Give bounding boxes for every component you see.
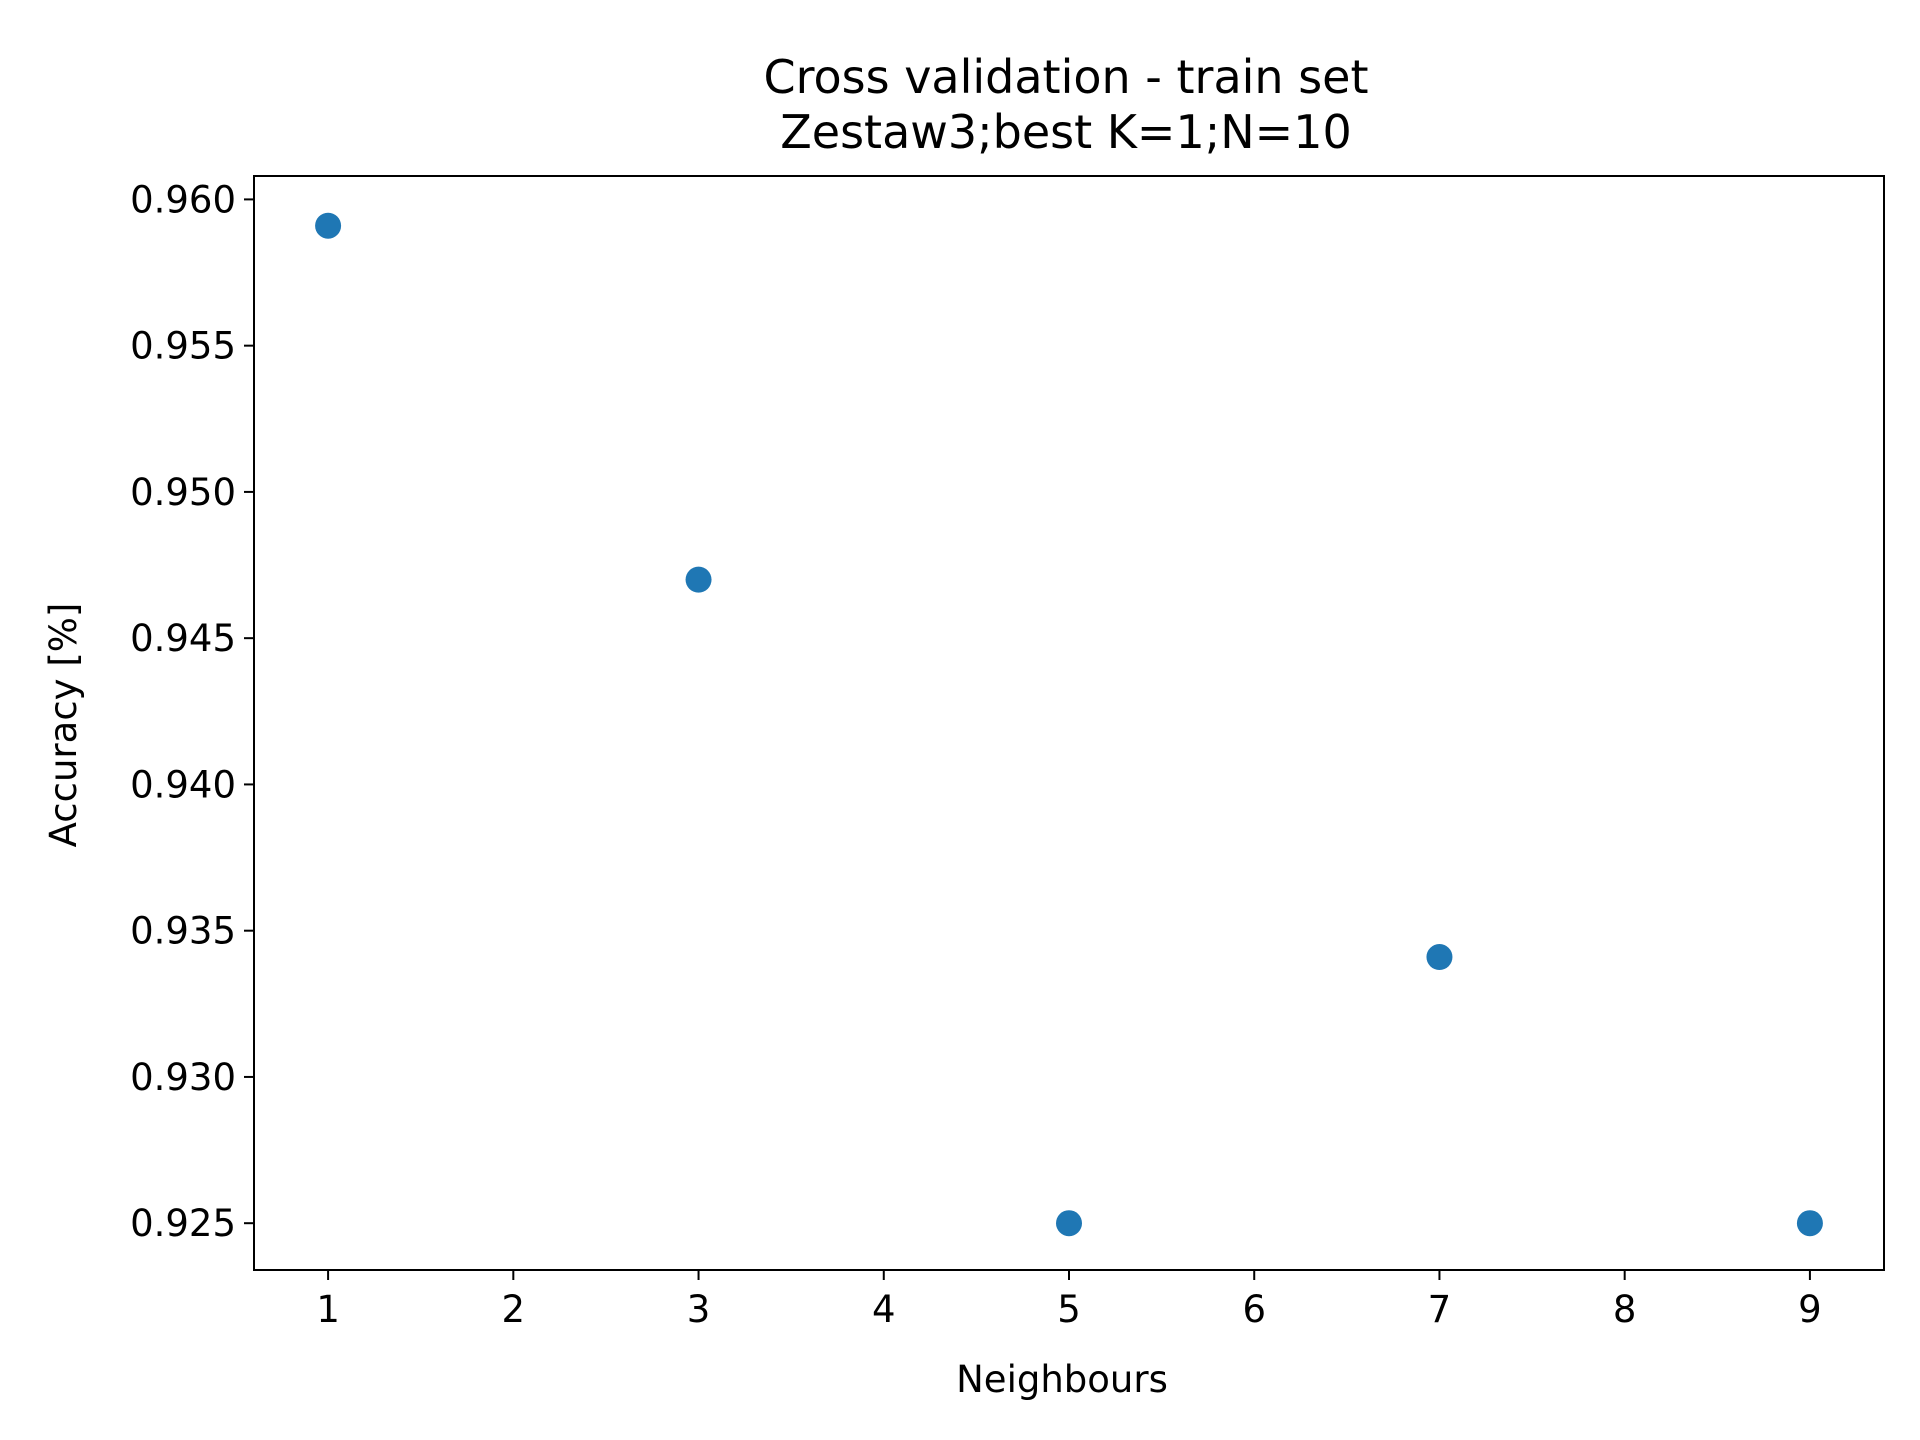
x-tick-label: 4	[872, 1288, 896, 1331]
data-point	[1056, 1210, 1082, 1237]
axes-frame	[253, 175, 1885, 1271]
y-tick-label: 0.925	[130, 1202, 236, 1245]
y-axis-label: Accuracy [%]	[42, 603, 85, 848]
x-axis-label: Neighbours	[956, 1358, 1168, 1401]
x-tick-label: 3	[687, 1288, 711, 1331]
chart-subtitle: Zestaw3;best K=1;N=10	[780, 105, 1351, 159]
x-tick-label: 9	[1798, 1288, 1822, 1331]
y-tick-label: 0.940	[130, 763, 236, 806]
y-tick-label: 0.950	[130, 471, 236, 514]
data-point	[315, 212, 342, 239]
data-point	[685, 566, 712, 593]
x-tick-label: 1	[316, 1288, 340, 1331]
data-point	[1796, 1210, 1823, 1237]
data-point	[1426, 944, 1453, 971]
y-tick-label: 0.955	[130, 325, 236, 368]
y-tick-label: 0.960	[130, 178, 236, 221]
y-tick-label: 0.945	[130, 617, 236, 660]
x-tick-label: 6	[1242, 1288, 1266, 1331]
y-tick-label: 0.935	[130, 910, 236, 953]
x-tick-label: 2	[502, 1288, 526, 1331]
y-tick-label: 0.930	[130, 1056, 236, 1099]
x-tick-label: 8	[1613, 1288, 1637, 1331]
chart-title: Cross validation - train set	[763, 50, 1368, 104]
x-tick-label: 5	[1057, 1288, 1081, 1331]
plot-area: 1 2 3 4 5 6 7 8 9 0.925 0.930 0.935 0.940 0.945 0.950 0…	[130, 175, 1885, 1331]
x-tick-label: 7	[1428, 1288, 1452, 1331]
